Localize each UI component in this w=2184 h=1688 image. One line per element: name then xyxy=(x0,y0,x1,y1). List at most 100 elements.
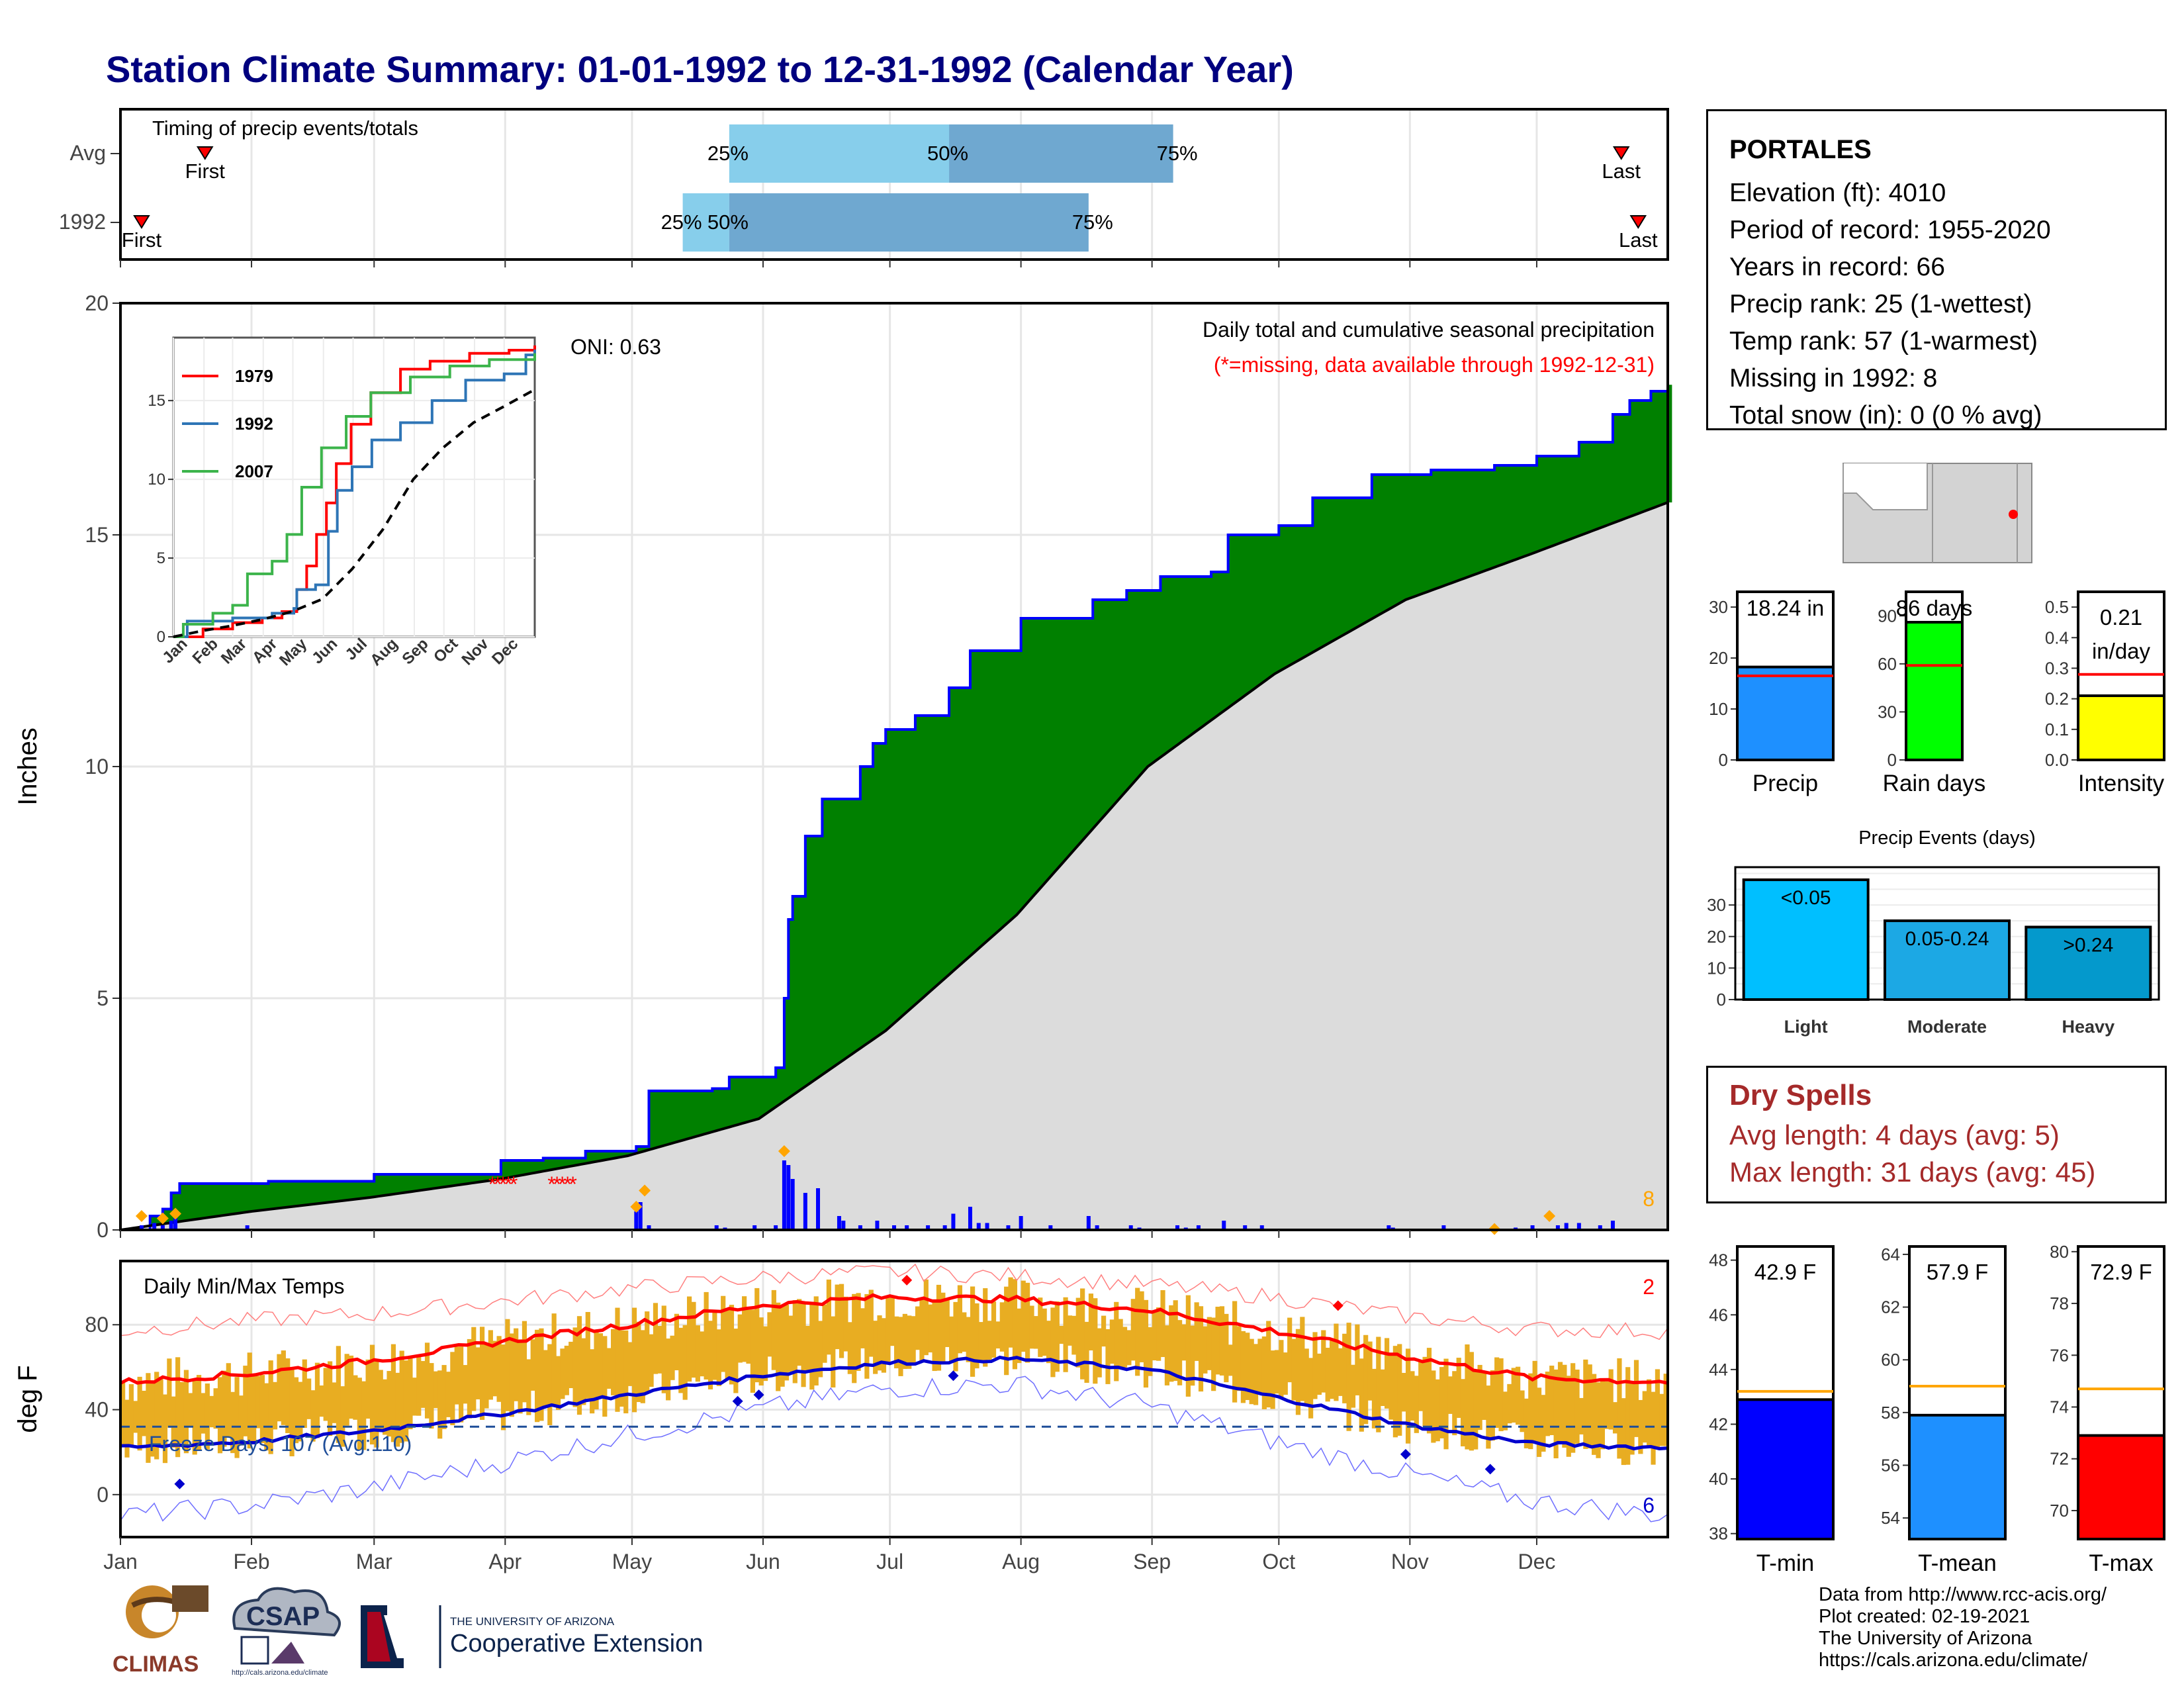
value-label: 0.21 xyxy=(2100,605,2142,630)
daily-temp-bar xyxy=(1261,1336,1267,1409)
daily-temp-bar xyxy=(1059,1325,1064,1344)
y-tick-label: 0.1 xyxy=(2045,720,2069,739)
daily-temp-bar xyxy=(348,1355,354,1419)
daily-temp-bar xyxy=(686,1296,692,1382)
daily-temp-bar xyxy=(1481,1372,1487,1421)
daily-temp-bar xyxy=(1194,1302,1199,1361)
daily-temp-bar xyxy=(1270,1350,1275,1409)
daily-precip-bar xyxy=(1175,1225,1179,1230)
daily-temp-bar xyxy=(1211,1317,1216,1391)
daily-temp-bar xyxy=(535,1329,540,1423)
daily-temp-bar xyxy=(1405,1348,1411,1444)
daily-temp-bar xyxy=(205,1383,210,1450)
y-tick-label: 78 xyxy=(2050,1293,2069,1313)
daily-temp-bar xyxy=(277,1354,282,1422)
timing-q50-label: 50% xyxy=(927,142,968,165)
daily-temp-bar xyxy=(1071,1315,1077,1355)
daily-temp-bar xyxy=(995,1321,1001,1349)
daily-temp-bar xyxy=(762,1326,768,1382)
record-high-count: 2 xyxy=(1643,1275,1655,1299)
daily-temp-bar xyxy=(192,1380,197,1455)
daily-precip-bar xyxy=(1086,1216,1091,1230)
daily-temp-bar xyxy=(1164,1325,1170,1385)
daily-temp-bar xyxy=(424,1342,430,1419)
daily-temp-bar xyxy=(484,1344,489,1409)
cumulative-1992-line xyxy=(120,385,1669,1231)
daily-temp-bar xyxy=(712,1309,717,1380)
daily-temp-bar xyxy=(691,1301,696,1378)
daily-temp-bar xyxy=(619,1330,624,1407)
daily-temp-bar xyxy=(1249,1338,1254,1405)
daily-temp-bar xyxy=(928,1304,933,1353)
daily-temp-bar xyxy=(716,1329,721,1386)
daily-temp-bar xyxy=(919,1299,925,1362)
missing-mark: * xyxy=(494,1172,502,1196)
daily-temp-bar xyxy=(1587,1364,1592,1448)
daily-temp-bar xyxy=(344,1354,349,1426)
daily-temp-bar xyxy=(1469,1352,1474,1451)
y-tick-label: 0 xyxy=(97,1483,109,1507)
daily-temp-bar xyxy=(1583,1359,1588,1449)
daily-temp-bar xyxy=(1274,1350,1280,1394)
daily-temp-bar xyxy=(1516,1366,1521,1425)
daily-temp-bar xyxy=(1376,1336,1381,1432)
daily-temp-bar xyxy=(889,1295,895,1346)
daily-temp-bar xyxy=(306,1378,312,1419)
daily-precip-bar xyxy=(841,1221,846,1230)
event-bar xyxy=(2025,925,2152,1002)
daily-temp-bar xyxy=(226,1363,231,1437)
panel-name: T-min xyxy=(1756,1550,1815,1576)
station-temp-rank: Temp rank: 57 (1-warmest) xyxy=(1729,327,2038,355)
missing-mark: * xyxy=(510,1172,518,1196)
station-name: PORTALES xyxy=(1729,135,1872,164)
daily-precip-bar xyxy=(892,1225,896,1230)
daily-precip-bar xyxy=(985,1223,989,1230)
daily-temp-bar xyxy=(780,1305,785,1387)
daily-temp-bar xyxy=(361,1381,367,1450)
daily-temp-bar xyxy=(1148,1327,1153,1376)
daily-temp-bar xyxy=(1160,1289,1165,1358)
daily-temp-bar xyxy=(1528,1373,1533,1450)
daily-precip-bar xyxy=(942,1225,947,1230)
climas-logo-text: CLIMAS xyxy=(113,1652,199,1677)
csap-logo: CSAP http://cals.arizona.edu/climate xyxy=(232,1587,341,1677)
daily-temp-bar xyxy=(1228,1344,1233,1376)
daily-precip-bar xyxy=(638,1202,643,1230)
daily-temp-bar xyxy=(843,1296,848,1352)
daily-temp-bar xyxy=(902,1313,907,1370)
daily-temp-bar xyxy=(1418,1362,1424,1411)
value-label: 57.9 F xyxy=(1927,1260,1989,1284)
daily-temp-bar xyxy=(1350,1364,1356,1408)
daily-temp-bar xyxy=(999,1302,1005,1352)
daily-temp-bar xyxy=(1139,1291,1144,1362)
daily-temp-bar xyxy=(1291,1338,1297,1401)
missing-mark: * xyxy=(547,1172,555,1196)
daily-temp-bar xyxy=(357,1378,362,1450)
daily-temp-bar xyxy=(1067,1315,1073,1346)
daily-temp-bar xyxy=(742,1296,747,1362)
daily-temp-bar xyxy=(729,1305,735,1385)
csap-url: http://cals.arizona.edu/climate xyxy=(232,1669,328,1677)
daily-temp-bar xyxy=(873,1321,878,1374)
daily-temp-bar xyxy=(1443,1358,1449,1450)
timing-bar-50-75 xyxy=(729,193,1089,252)
daily-temp-bar xyxy=(1655,1369,1661,1448)
y-tick-label: 20 xyxy=(1707,927,1726,947)
daily-temp-bar xyxy=(154,1372,159,1460)
daily-temp-bar xyxy=(459,1346,464,1423)
daily-precip-bar xyxy=(803,1193,807,1230)
missing-mark: * xyxy=(499,1172,507,1196)
daily-temp-bar xyxy=(953,1301,958,1372)
daily-temp-bar xyxy=(1367,1341,1373,1401)
daily-temp-bar xyxy=(1219,1306,1225,1376)
y-tick-label: 62 xyxy=(1881,1297,1900,1317)
daily-temp-bar xyxy=(923,1279,929,1356)
daily-temp-bar xyxy=(1004,1286,1009,1376)
daily-precip-bar xyxy=(169,1221,173,1230)
daily-temp-bar xyxy=(1426,1348,1432,1434)
daily-temp-bar xyxy=(505,1319,510,1411)
daily-temp-bar xyxy=(1460,1379,1466,1446)
timing-last-marker xyxy=(1612,146,1630,160)
daily-temp-bar xyxy=(314,1362,320,1438)
daily-temp-bar xyxy=(1245,1333,1250,1400)
